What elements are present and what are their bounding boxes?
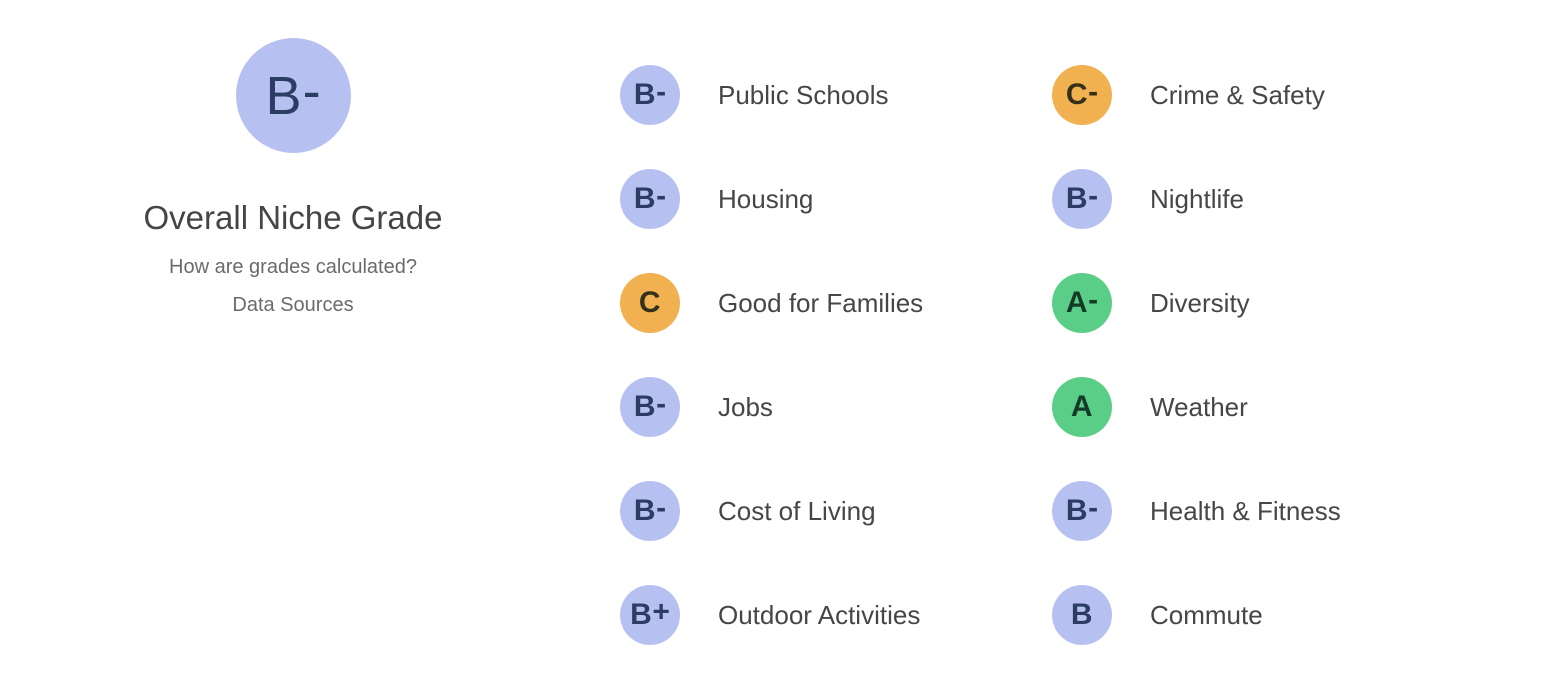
overall-grade-title: Overall Niche Grade xyxy=(143,199,443,236)
grade-badge: A- xyxy=(1052,273,1112,333)
grade-sign: - xyxy=(1088,491,1099,525)
grades-column-2: C- Crime & Safety B- Nightlife A- Divers… xyxy=(1052,65,1341,689)
grade-letter: B xyxy=(630,598,652,631)
overall-grade-badge: B- xyxy=(235,38,351,153)
grade-label: Nightlife xyxy=(1150,183,1244,214)
grade-badge: B- xyxy=(620,169,680,229)
grade-label: Cost of Living xyxy=(718,495,876,526)
grade-sign: - xyxy=(656,179,667,213)
grades-column-1: B- Public Schools B- Housing C Good for … xyxy=(620,65,923,689)
grade-badge: A xyxy=(1052,377,1112,437)
overall-grade-section: B- Overall Niche Grade How are grades ca… xyxy=(0,38,586,324)
grade-label: Commute xyxy=(1150,599,1263,630)
grade-label: Crime & Safety xyxy=(1150,79,1325,110)
grade-letter: B xyxy=(633,182,656,215)
grade-badge: B xyxy=(1052,585,1112,645)
overall-grade-sign: - xyxy=(302,60,321,121)
grade-badge: B- xyxy=(620,377,680,437)
grade-label: Outdoor Activities xyxy=(718,599,921,630)
grade-letter: B xyxy=(633,78,656,111)
grade-row[interactable]: B- Public Schools xyxy=(620,65,923,125)
grade-row[interactable]: A- Diversity xyxy=(1052,273,1341,333)
grade-badge: B- xyxy=(1052,169,1112,229)
grade-label: Jobs xyxy=(718,391,773,422)
grade-row[interactable]: B + Outdoor Activities xyxy=(620,585,923,645)
grade-sign: - xyxy=(656,75,667,109)
grade-badge: B- xyxy=(620,65,680,125)
grade-letter: B xyxy=(633,494,656,527)
grade-sign: - xyxy=(656,491,667,525)
grade-row[interactable]: B- Cost of Living xyxy=(620,481,923,541)
grade-sign: - xyxy=(1088,179,1099,213)
grade-badge: C- xyxy=(1052,65,1112,125)
grade-label: Good for Families xyxy=(718,287,924,318)
grade-letter: C xyxy=(1065,78,1088,111)
grade-row[interactable]: C Good for Families xyxy=(620,273,923,333)
grade-label: Weather xyxy=(1150,391,1248,422)
data-sources-link[interactable]: Data Sources xyxy=(232,294,354,316)
grade-letter: B xyxy=(1065,494,1088,527)
grade-label: Health & Fitness xyxy=(1150,495,1341,526)
grade-badge: B- xyxy=(620,481,680,541)
grade-row[interactable]: B- Health & Fitness xyxy=(1052,481,1341,541)
grade-letter: A xyxy=(1070,390,1093,423)
overall-links: How are grades calculated? Data Sources xyxy=(0,248,586,324)
how-grades-calculated-link[interactable]: How are grades calculated? xyxy=(169,256,417,278)
grade-letter: C xyxy=(638,286,661,319)
grade-sign: - xyxy=(1088,75,1099,109)
grade-row[interactable]: B Commute xyxy=(1052,585,1341,645)
grade-letter: B xyxy=(1065,182,1088,215)
grade-row[interactable]: B- Jobs xyxy=(620,377,923,437)
grade-row[interactable]: C- Crime & Safety xyxy=(1052,65,1341,125)
grade-badge: C xyxy=(620,273,680,333)
grade-letter: A xyxy=(1065,286,1088,319)
grade-label: Public Schools xyxy=(718,79,889,110)
grade-row[interactable]: B- Housing xyxy=(620,169,923,229)
overall-grade-letter: B xyxy=(265,65,302,126)
grade-sign: + xyxy=(652,595,670,629)
grade-letter: B xyxy=(633,390,656,423)
grade-badge: B + xyxy=(620,585,680,645)
grade-label: Housing xyxy=(718,183,814,214)
grade-letter: B xyxy=(1070,598,1093,631)
grade-sign: - xyxy=(656,387,667,421)
grade-sign: - xyxy=(1088,283,1099,317)
grade-label: Diversity xyxy=(1150,287,1250,318)
grade-badge: B- xyxy=(1052,481,1112,541)
grade-row[interactable]: B- Nightlife xyxy=(1052,169,1341,229)
grade-row[interactable]: A Weather xyxy=(1052,377,1341,437)
